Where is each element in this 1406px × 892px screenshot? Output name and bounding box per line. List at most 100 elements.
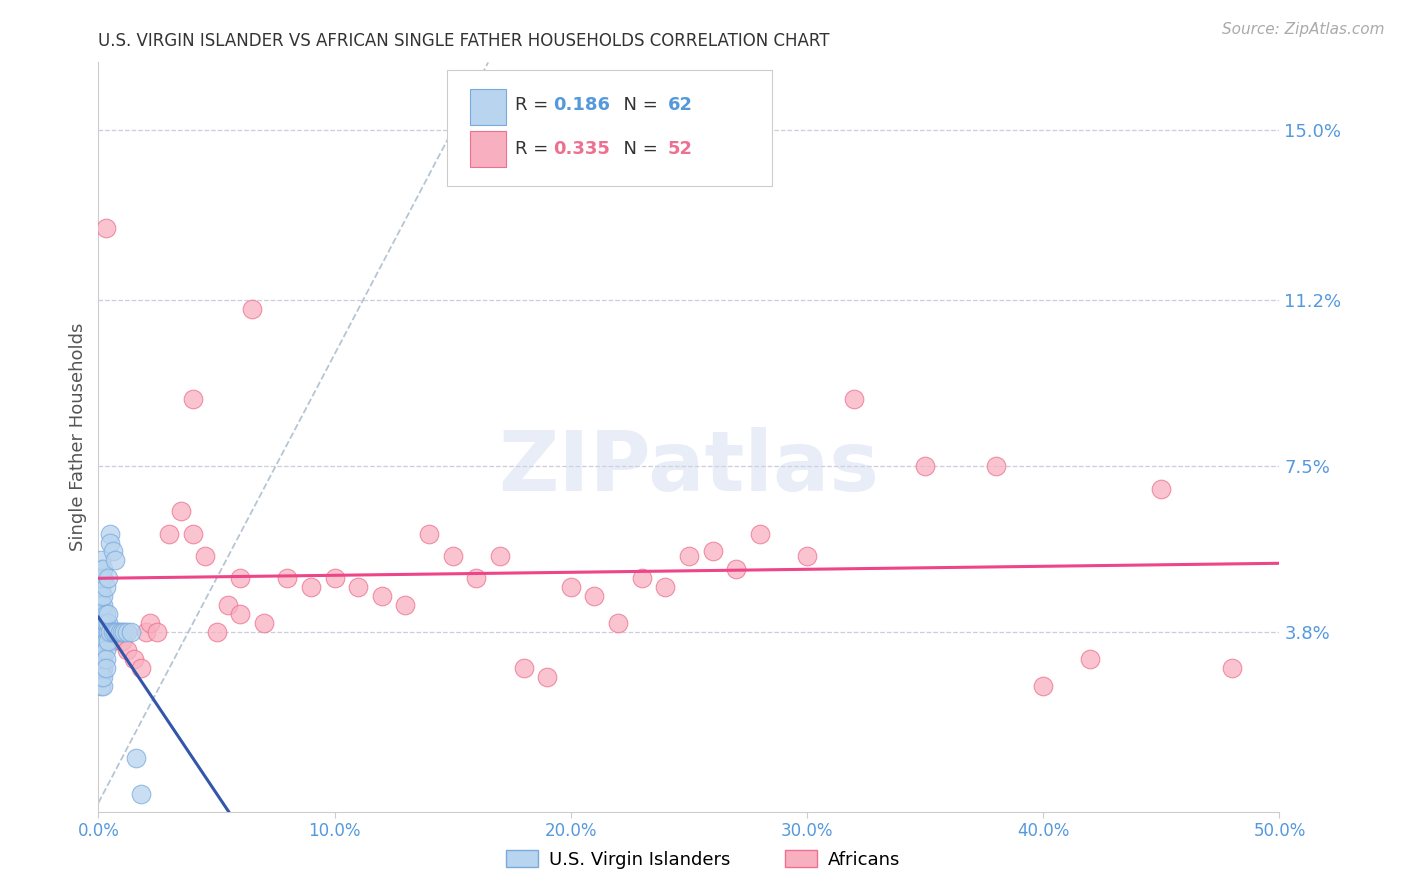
Point [91,661,114,675]
Point [796,549,818,563]
Point [217,599,239,613]
Point [90,553,112,567]
Point [90,616,112,631]
Text: 62: 62 [668,96,693,114]
Point [98,535,121,549]
Point [253,616,276,631]
Point [1032,679,1054,693]
Text: 0.335: 0.335 [553,140,610,158]
Point [94,652,117,666]
Point [607,616,630,631]
Point [90,643,112,657]
Point [347,581,370,595]
Point [94,581,117,595]
Point [91,562,114,576]
Point [560,581,582,595]
Point [90,625,112,640]
Point [678,549,700,563]
Point [418,526,440,541]
Point [90,590,112,604]
Point [90,581,112,595]
Point [91,670,114,684]
Point [583,590,606,604]
Point [91,652,114,666]
Point [101,625,124,640]
Text: 52: 52 [668,140,693,158]
Point [323,571,346,585]
Point [101,634,124,648]
Point [104,625,127,640]
Point [90,670,112,684]
Point [90,652,112,666]
Point [276,571,298,585]
Point [748,526,770,541]
Point [91,679,114,693]
Point [94,643,117,657]
Point [94,221,117,235]
Point [108,625,131,640]
Point [90,634,112,648]
Point [512,661,534,675]
Point [97,634,120,648]
Point [489,549,512,563]
Point [90,643,112,657]
Point [90,571,112,585]
Point [94,607,117,622]
Point [98,625,121,640]
Y-axis label: Single Father Households: Single Father Households [69,323,87,551]
Text: U.S. VIRGIN ISLANDER VS AFRICAN SINGLE FATHER HOUSEHOLDS CORRELATION CHART: U.S. VIRGIN ISLANDER VS AFRICAN SINGLE F… [98,32,830,50]
Point [94,634,117,648]
Point [105,625,128,640]
Point [91,634,114,648]
Text: R =: R = [516,140,554,158]
Point [844,392,866,406]
Point [914,459,936,474]
Point [90,599,112,613]
Point [129,787,152,801]
Point [129,661,152,675]
FancyBboxPatch shape [471,130,506,167]
Point [170,504,193,518]
Point [111,625,134,640]
Point [104,553,127,567]
Point [630,571,652,585]
Point [90,670,112,684]
Point [90,562,112,576]
Point [299,581,322,595]
Text: Source: ZipAtlas.com: Source: ZipAtlas.com [1222,22,1385,37]
Point [441,549,464,563]
Point [97,625,120,640]
Point [229,571,252,585]
Point [229,607,252,622]
Point [97,607,120,622]
Point [465,571,488,585]
Point [115,625,138,640]
Point [97,616,120,631]
Point [97,625,120,640]
Point [90,661,112,675]
Point [1220,661,1243,675]
FancyBboxPatch shape [471,88,506,125]
Point [91,599,114,613]
Point [91,643,114,657]
Point [90,679,112,693]
Text: ZIPatlas: ZIPatlas [499,426,879,508]
Point [112,625,135,640]
Point [1150,482,1173,496]
Point [98,526,121,541]
Point [394,599,416,613]
Point [725,562,748,576]
Point [91,625,114,640]
Point [135,625,157,640]
Point [91,590,114,604]
Point [205,625,228,640]
Text: 0.186: 0.186 [553,96,610,114]
Point [111,634,134,648]
Point [91,616,114,631]
Point [181,392,204,406]
Point [91,571,114,585]
Point [984,459,1007,474]
Point [139,616,162,631]
Text: N =: N = [612,140,664,158]
Point [371,590,394,604]
